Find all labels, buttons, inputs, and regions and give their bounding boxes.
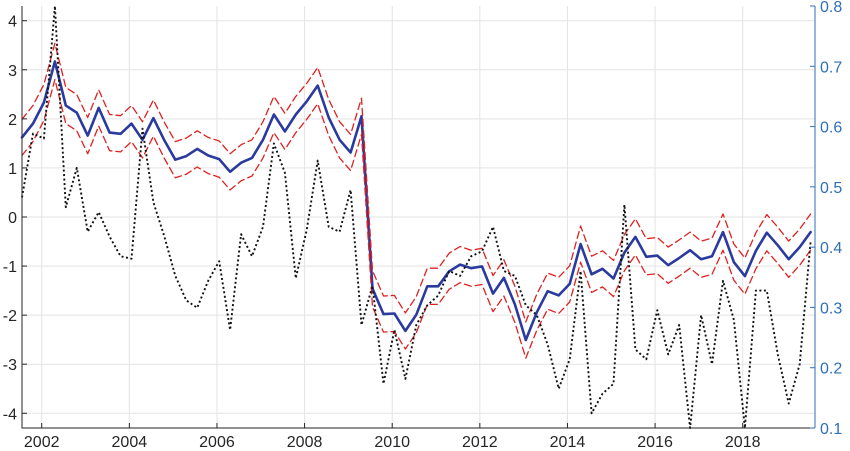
y-left-tick-label: 4 — [8, 14, 17, 31]
y-right-tick-label: 0.6 — [820, 120, 842, 137]
y-right-tick-label: 0.7 — [820, 59, 842, 76]
y-right-tick-label: 0.3 — [820, 300, 842, 317]
y-left-tick-label: 0 — [8, 210, 17, 227]
y-left-tick-label: 2 — [8, 112, 17, 129]
x-tick-label: 2008 — [287, 434, 323, 451]
x-tick-label: 2006 — [199, 434, 235, 451]
y-left-tick-label: 3 — [8, 63, 17, 80]
series-line-2-dashed — [21, 42, 812, 323]
tick-labels: -4 -3 -2 -1 0 1 2 3 4 2002 2004 2006 2008 2010 2012 201… — [3, 0, 843, 451]
axes — [21, 5, 816, 429]
y-right-tick-label: 0.8 — [820, 0, 842, 16]
series-line-3-dashed — [21, 78, 812, 359]
y-right-tick-label: 0.5 — [820, 180, 842, 197]
x-tick-label: 2016 — [637, 434, 673, 451]
x-tick-label: 2004 — [112, 434, 148, 451]
series-line-4-dotted — [21, 5, 812, 429]
y-right-tick-label: 0.2 — [820, 361, 842, 378]
x-tick-label: 2014 — [550, 434, 586, 451]
x-tick-label: 2010 — [374, 434, 410, 451]
x-tick-label: 2018 — [725, 434, 761, 451]
y-right-tick-label: 0.1 — [820, 421, 842, 438]
grid — [22, 6, 815, 428]
y-left-tick-label: 1 — [8, 161, 17, 178]
y-left-tick-label: -3 — [3, 357, 17, 374]
x-tick-label: 2012 — [462, 434, 498, 451]
x-tick-label: 2002 — [24, 434, 60, 451]
y-right-tick-label: 0.4 — [820, 240, 842, 257]
series-line-1-solid — [20, 60, 812, 342]
y-left-tick-label: -1 — [3, 259, 17, 276]
series-group — [20, 5, 812, 429]
y-left-tick-label: -2 — [3, 308, 17, 325]
y-left-tick-label: -4 — [3, 406, 17, 423]
